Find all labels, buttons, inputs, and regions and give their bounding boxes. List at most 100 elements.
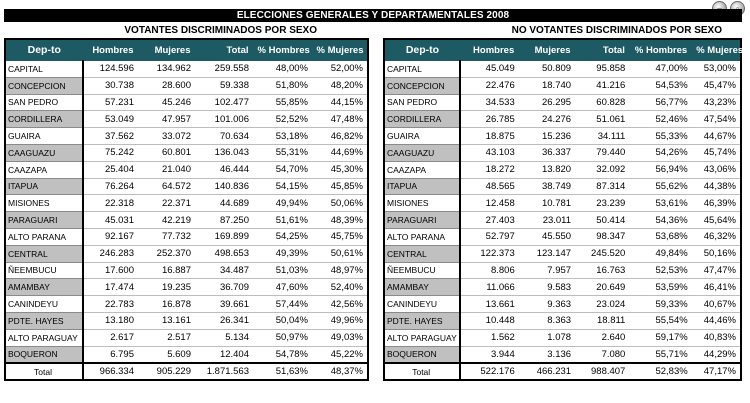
value-cell-pct-hombres: 53,68%	[629, 228, 692, 246]
column-header-pct-hombres: % Hombres	[252, 38, 313, 61]
value-cell-pct-hombres: 53,18%	[253, 127, 312, 145]
department-cell: CAAGUAZU	[4, 143, 84, 162]
value-cell-total: 87.250	[195, 211, 253, 229]
column-header-total: Total	[574, 38, 630, 61]
department-cell: MISIONES	[4, 194, 84, 213]
department-cell: CAAZAPA	[382, 160, 461, 179]
value-cell-pct-mujeres: 49,96%	[312, 312, 368, 330]
value-cell-total: 60.828	[575, 94, 630, 112]
value-cell-pct-hombres: 55,54%	[629, 312, 692, 330]
value-cell-hombres: 18.272	[459, 161, 519, 179]
value-cell-pct-mujeres: 47,54%	[691, 110, 741, 129]
value-cell-hombres: 52.797	[459, 228, 519, 246]
value-cell-pct-hombres: 53,61%	[629, 194, 692, 213]
value-cell-mujeres: 47.957	[138, 110, 195, 129]
non-voters-section: NO VOTANTES DISCRIMINADOS POR SEXO Dep-t…	[382, 25, 743, 382]
value-cell-pct-mujeres: 44,29%	[691, 346, 741, 364]
value-cell-hombres: 6.795	[82, 346, 138, 364]
value-cell-mujeres: 9.583	[518, 278, 576, 297]
value-cell-hombres: 17.600	[82, 262, 138, 280]
department-cell: ALTO PARANA	[382, 227, 461, 246]
value-cell-pct-hombres: 55,71%	[629, 346, 692, 364]
value-cell-hombres: 13.180	[82, 312, 138, 330]
column-header-hombres: Hombres	[82, 38, 139, 61]
value-cell-total: 95.858	[575, 60, 630, 78]
value-cell-pct-hombres: 48,00%	[253, 60, 312, 78]
value-cell-total: 23.024	[575, 295, 630, 313]
value-cell-total: 101.006	[195, 110, 253, 129]
department-cell: CONCEPCION	[4, 76, 84, 95]
table-row: CENTRAL 122.373 123.147 245.520 49,84% 50,16%	[382, 244, 741, 263]
total-row: Total 966.334 905.229 1.871.563 51,63% 48,37%	[4, 362, 368, 381]
value-cell-total: 50.414	[575, 211, 630, 229]
total-cell-hombres: 522.176	[459, 362, 519, 381]
value-cell-pct-mujeres: 44,46%	[691, 312, 741, 330]
value-cell-pct-mujeres: 53,00%	[691, 60, 741, 78]
table-row: PARAGUARI 45.031 42.219 87.250 51,61% 48,39%	[4, 211, 368, 229]
value-cell-pct-hombres: 54,25%	[253, 228, 312, 246]
department-cell: CAPITAL	[382, 60, 461, 78]
table-row: BOQUERON 6.795 5.609 12.404 54,78% 45,22%	[4, 345, 368, 364]
value-cell-pct-hombres: 47,60%	[253, 278, 312, 297]
department-cell: PDTE. HAYES	[4, 311, 84, 330]
value-cell-total: 245.520	[575, 245, 630, 263]
department-cell: CAPITAL	[4, 60, 84, 78]
value-cell-pct-mujeres: 52,40%	[312, 278, 368, 297]
department-cell: ÑEEMBUCU	[382, 261, 461, 280]
department-cell: ALTO PARAGUAY	[382, 328, 461, 347]
value-cell-hombres: 18.875	[459, 127, 519, 145]
non-voters-title: NO VOTANTES DISCRIMINADOS POR SEXO	[511, 25, 722, 36]
table-row: ÑEEMBUCU 8.806 7.957 16.763 52,53% 47,47%	[382, 261, 741, 280]
value-cell-mujeres: 45.550	[518, 228, 576, 246]
value-cell-pct-hombres: 49,94%	[253, 194, 312, 213]
value-cell-pct-hombres: 54,53%	[629, 77, 692, 95]
value-cell-mujeres: 134.962	[138, 60, 195, 78]
value-cell-total: 87.314	[575, 178, 630, 196]
value-cell-mujeres: 28.600	[138, 77, 195, 95]
value-cell-mujeres: 33.072	[138, 127, 195, 145]
total-cell-pct-mujeres: 48,37%	[312, 362, 368, 381]
table-row: CAAZAPA 25.404 21.040 46.444 54,70% 45,30%	[4, 160, 368, 179]
value-cell-hombres: 8.806	[459, 262, 519, 280]
value-cell-mujeres: 1.078	[518, 329, 576, 347]
table-row: MISIONES 22.318 22.371 44.689 49,94% 50,06%	[4, 194, 368, 213]
value-cell-pct-mujeres: 46,41%	[691, 278, 741, 297]
department-cell: BOQUERON	[382, 345, 461, 364]
table-row: CAAGUAZU 75.242 60.801 136.043 55,31% 44,69%	[4, 143, 368, 162]
value-cell-total: 102.477	[195, 94, 253, 112]
value-cell-pct-hombres: 51,61%	[253, 211, 312, 229]
value-cell-hombres: 22.783	[82, 295, 138, 313]
table-row: CAPITAL 124.596 134.962 259.558 48,00% 52,00%	[4, 60, 368, 78]
value-cell-total: 23.239	[575, 194, 630, 213]
value-cell-hombres: 30.738	[82, 77, 138, 95]
value-cell-mujeres: 38.749	[518, 178, 576, 196]
value-cell-hombres: 25.404	[82, 161, 138, 179]
value-cell-hombres: 57.231	[82, 94, 138, 112]
value-cell-pct-mujeres: 49,03%	[312, 329, 368, 347]
value-cell-pct-hombres: 56,77%	[629, 94, 692, 112]
value-cell-pct-mujeres: 50,61%	[312, 245, 368, 263]
value-cell-total: 34.487	[195, 262, 253, 280]
department-cell: AMAMBAY	[4, 278, 84, 297]
value-cell-hombres: 1.562	[459, 329, 519, 347]
department-cell: ITAPUA	[382, 177, 461, 196]
value-cell-pct-mujeres: 44,67%	[691, 127, 741, 145]
column-header-hombres: Hombres	[459, 38, 520, 61]
value-cell-pct-mujeres: 45,85%	[312, 178, 368, 196]
department-cell: ÑEEMBUCU	[4, 261, 84, 280]
department-cell: PARAGUARI	[382, 211, 461, 229]
value-cell-total: 26.341	[195, 312, 253, 330]
value-cell-pct-mujeres: 45,64%	[691, 211, 741, 229]
column-header-mujeres: Mujeres	[518, 38, 576, 61]
value-cell-total: 59.338	[195, 77, 253, 95]
table-row: CAAZAPA 18.272 13.820 32.092 56,94% 43,06%	[382, 160, 741, 179]
value-cell-pct-hombres: 52,46%	[629, 110, 692, 129]
value-cell-hombres: 37.562	[82, 127, 138, 145]
value-cell-pct-hombres: 55,62%	[629, 178, 692, 196]
value-cell-total: 70.634	[195, 127, 253, 145]
table-row: PDTE. HAYES 10.448 8.363 18.811 55,54% 44,46%	[382, 311, 741, 330]
value-cell-hombres: 3.944	[459, 346, 519, 364]
value-cell-hombres: 10.448	[459, 312, 519, 330]
value-cell-total: 2.640	[575, 329, 630, 347]
value-cell-total: 41.216	[575, 77, 630, 95]
